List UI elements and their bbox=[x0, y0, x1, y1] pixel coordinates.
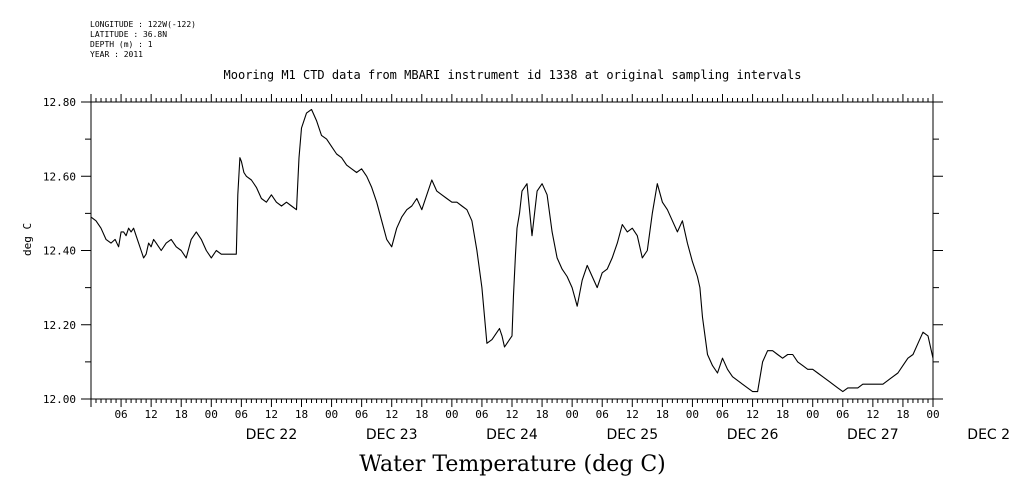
x-tick-label: 12 bbox=[385, 408, 398, 421]
x-tick-label: 00 bbox=[205, 408, 218, 421]
y-tick-label: 12.80 bbox=[43, 96, 76, 109]
x-tick-label: 06 bbox=[355, 408, 368, 421]
x-tick-label: 06 bbox=[114, 408, 127, 421]
y-tick-label: 12.20 bbox=[43, 319, 76, 332]
x-tick-label: 06 bbox=[596, 408, 609, 421]
metadata-year: YEAR : 2011 bbox=[90, 50, 143, 59]
y-tick-label: 12.40 bbox=[43, 245, 76, 258]
x-tick-label: 18 bbox=[295, 408, 308, 421]
x-tick-label: 12 bbox=[265, 408, 278, 421]
x-tick-label: 12 bbox=[145, 408, 158, 421]
x-tick-label: 18 bbox=[776, 408, 789, 421]
x-tick-label: 00 bbox=[445, 408, 458, 421]
x-day-label: DEC 27 bbox=[847, 427, 899, 443]
x-tick-label: 12 bbox=[626, 408, 639, 421]
x-tick-label: 06 bbox=[836, 408, 849, 421]
y-tick-label: 12.60 bbox=[43, 170, 76, 183]
metadata-block: LONGITUDE : 122W(-122) LATITUDE : 36.8N … bbox=[90, 20, 196, 60]
y-tick-label: 12.00 bbox=[43, 393, 76, 406]
metadata-depth: DEPTH (m) : 1 bbox=[90, 40, 153, 49]
x-tick-label: 06 bbox=[235, 408, 248, 421]
x-tick-label: 06 bbox=[716, 408, 729, 421]
x-tick-label: 00 bbox=[325, 408, 338, 421]
temperature-series-line bbox=[90, 108, 934, 393]
x-axis-title: Water Temperature (deg C) bbox=[359, 452, 666, 477]
x-day-label: DEC 26 bbox=[727, 427, 779, 443]
x-day-label: DEC 25 bbox=[606, 427, 658, 443]
x-tick-label: 00 bbox=[806, 408, 819, 421]
x-tick-label: 12 bbox=[746, 408, 759, 421]
x-tick-label: 18 bbox=[415, 408, 428, 421]
x-tick-label: 06 bbox=[475, 408, 488, 421]
x-tick-label: 18 bbox=[656, 408, 669, 421]
x-tick-label: 18 bbox=[535, 408, 548, 421]
x-tick-label: 18 bbox=[896, 408, 909, 421]
x-day-label: DEC 23 bbox=[366, 427, 418, 443]
x-tick-label: 12 bbox=[505, 408, 518, 421]
x-tick-label: 00 bbox=[686, 408, 699, 421]
x-tick-label: 12 bbox=[866, 408, 879, 421]
plot-frame bbox=[90, 101, 934, 400]
chart-title: Mooring M1 CTD data from MBARI instrumen… bbox=[223, 68, 802, 82]
x-tick-label: 18 bbox=[175, 408, 188, 421]
metadata-longitude: LONGITUDE : 122W(-122) bbox=[90, 20, 196, 29]
x-day-label: DEC 22 bbox=[246, 427, 298, 443]
x-day-label: DEC 28 bbox=[967, 427, 1009, 443]
x-tick-label: 00 bbox=[926, 408, 939, 421]
x-tick-label: 00 bbox=[566, 408, 579, 421]
metadata-latitude: LATITUDE : 36.8N bbox=[90, 30, 168, 39]
x-day-label: DEC 24 bbox=[486, 427, 538, 443]
